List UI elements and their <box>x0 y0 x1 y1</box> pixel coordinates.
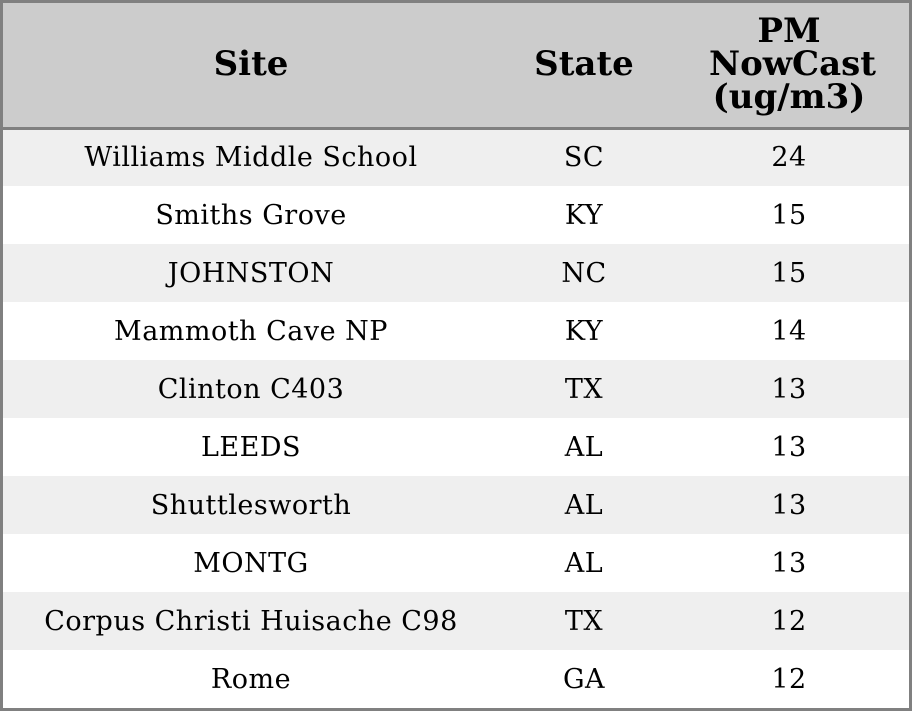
table-row: Mammoth Cave NP KY 14 <box>3 302 909 360</box>
pm-value-cell: 15 <box>771 257 807 289</box>
state-cell: TX <box>564 605 604 637</box>
column-header-state: State <box>499 3 669 130</box>
table-row: Clinton C403 TX 13 <box>3 360 909 418</box>
site-cell: LEEDS <box>201 431 301 463</box>
table-row: Corpus Christi Huisache C98 TX 12 <box>3 592 909 650</box>
site-cell: MONTG <box>193 547 309 579</box>
pm-value-cell: 13 <box>771 547 807 579</box>
table-header-row: Site State PM NowCast (ug/m3) <box>3 3 909 130</box>
table-row: LEEDS AL 13 <box>3 418 909 476</box>
state-cell: TX <box>564 373 604 405</box>
state-cell: AL <box>564 547 604 579</box>
state-cell: AL <box>564 431 604 463</box>
state-cell: AL <box>564 489 604 521</box>
state-cell: KY <box>564 199 604 231</box>
table-body: Williams Middle School SC 24 Smiths Grove KY… <box>3 128 909 708</box>
site-cell: Smiths Grove <box>155 199 347 231</box>
table-row: Shuttlesworth AL 13 <box>3 476 909 534</box>
pm-value-cell: 13 <box>771 489 807 521</box>
column-header-pm-nowcast: PM NowCast (ug/m3) <box>669 3 909 130</box>
column-header-site: Site <box>3 3 499 130</box>
table-row: JOHNSTON NC 15 <box>3 244 909 302</box>
table-row: Smiths Grove KY 15 <box>3 186 909 244</box>
pm-value-cell: 15 <box>771 199 807 231</box>
pm-value-cell: 12 <box>771 605 807 637</box>
table-row: Rome GA 12 <box>3 650 909 708</box>
pm-value-cell: 24 <box>771 142 807 174</box>
table-row: Williams Middle School SC 24 <box>3 128 909 186</box>
state-cell: KY <box>564 315 604 347</box>
site-cell: Corpus Christi Huisache C98 <box>44 605 458 637</box>
pm-nowcast-table: Site State PM NowCast (ug/m3) Williams M… <box>3 3 909 708</box>
site-cell: Rome <box>210 663 292 695</box>
site-cell: Shuttlesworth <box>150 489 352 521</box>
state-cell: NC <box>561 257 607 289</box>
site-cell: Mammoth Cave NP <box>114 315 388 347</box>
pm-value-cell: 14 <box>771 315 807 347</box>
pm-value-cell: 13 <box>771 431 807 463</box>
site-cell: Clinton C403 <box>157 373 345 405</box>
site-cell: Williams Middle School <box>84 142 418 174</box>
table-row: MONTG AL 13 <box>3 534 909 592</box>
pm-value-cell: 13 <box>771 373 807 405</box>
site-cell: JOHNSTON <box>167 257 335 289</box>
pm-value-cell: 12 <box>771 663 807 695</box>
state-cell: SC <box>563 142 605 174</box>
state-cell: GA <box>562 663 606 695</box>
